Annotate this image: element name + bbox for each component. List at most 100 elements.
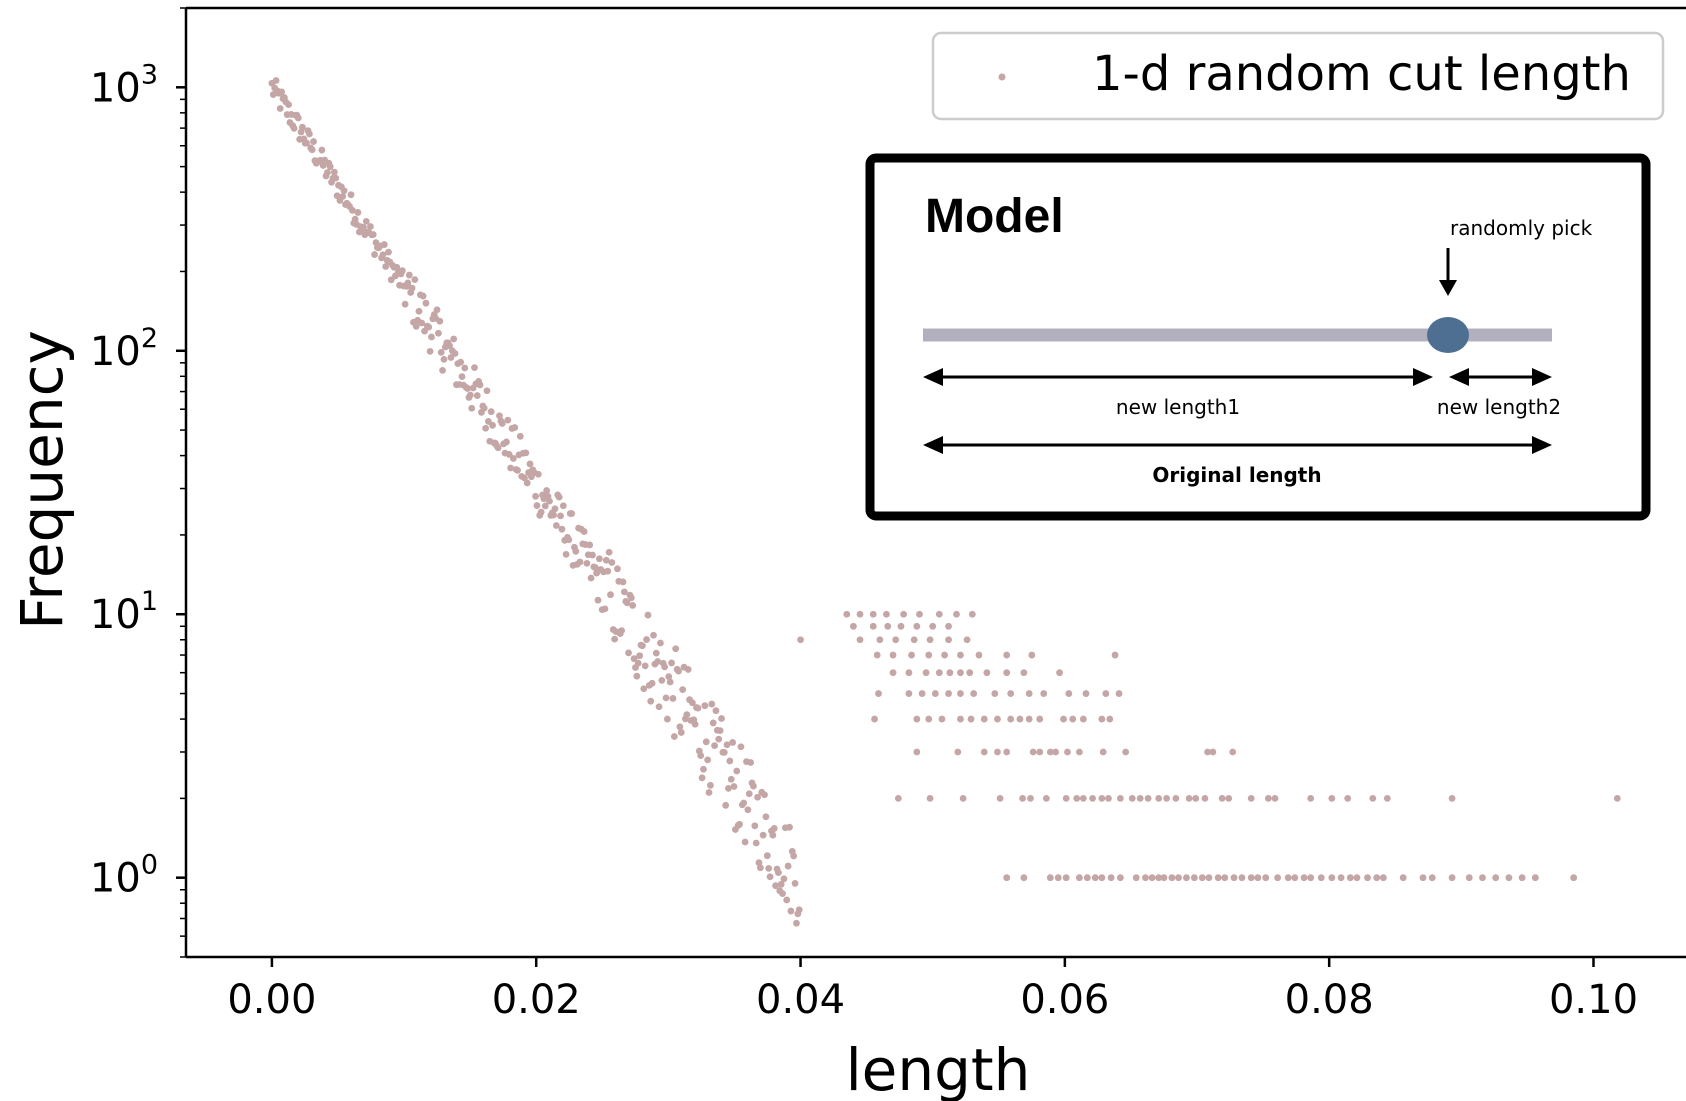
data-point <box>559 502 567 510</box>
data-point <box>945 622 952 630</box>
data-point <box>625 649 632 657</box>
data-point <box>1007 690 1015 697</box>
data-point <box>543 487 551 494</box>
data-point <box>568 510 576 517</box>
data-point <box>494 444 502 452</box>
data-point <box>925 651 933 659</box>
data-point <box>1428 874 1436 882</box>
data-point <box>675 667 682 675</box>
data-point <box>672 645 680 653</box>
data-point <box>272 77 280 84</box>
data-point <box>883 610 890 618</box>
y-tick-base: 10 <box>90 65 141 111</box>
data-point <box>1346 874 1354 882</box>
data-point <box>654 658 662 665</box>
data-point <box>953 610 960 618</box>
data-point <box>850 622 857 630</box>
data-point <box>630 655 638 663</box>
data-point <box>516 432 524 440</box>
data-point <box>526 460 534 468</box>
data-point <box>929 622 937 630</box>
data-point <box>718 715 725 722</box>
data-point <box>1344 794 1352 802</box>
data-point <box>1218 794 1226 802</box>
data-point <box>1353 874 1361 882</box>
data-point <box>509 455 517 462</box>
data-point <box>996 794 1004 802</box>
data-point <box>425 323 433 331</box>
data-point <box>1144 794 1152 802</box>
data-point <box>1254 874 1262 882</box>
data-point <box>1075 748 1083 756</box>
x-tick-label: 0.02 <box>492 977 581 1023</box>
x-ticks: 0.00 0.02 0.04 0.06 0.08 0.10 <box>227 957 1638 1023</box>
data-point <box>910 636 918 644</box>
data-point <box>422 299 430 307</box>
data-point <box>747 759 755 766</box>
data-point <box>662 694 670 702</box>
data-point <box>793 919 800 927</box>
data-point <box>708 700 716 708</box>
data-point <box>380 241 388 248</box>
data-point <box>1098 715 1106 723</box>
data-point <box>511 424 519 431</box>
data-point <box>1479 874 1486 882</box>
data-point <box>278 88 286 96</box>
data-point <box>1613 794 1621 802</box>
data-point <box>1328 794 1336 802</box>
data-point <box>1399 874 1407 882</box>
y-tick-base: 10 <box>90 856 141 902</box>
data-point <box>1136 794 1144 802</box>
data-point <box>946 669 954 677</box>
data-point <box>647 697 655 705</box>
data-point <box>957 669 964 677</box>
y-tick-base: 10 <box>90 329 141 375</box>
legend: 1-d random cut length <box>931 31 1665 121</box>
data-point <box>750 782 757 790</box>
data-point <box>1028 651 1036 659</box>
data-point <box>1020 669 1028 677</box>
data-point <box>715 735 723 743</box>
data-point <box>938 715 946 723</box>
data-point <box>419 292 427 300</box>
data-point <box>709 719 717 727</box>
y-tick-exponent: 1 <box>141 586 158 617</box>
data-point <box>451 350 459 357</box>
data-point <box>1029 748 1037 756</box>
data-point <box>1175 874 1182 882</box>
data-point <box>954 748 962 756</box>
data-point <box>398 267 406 275</box>
data-point <box>514 466 521 474</box>
data-point <box>1262 874 1270 882</box>
data-point <box>489 421 496 429</box>
pick-label: randomly pick <box>1450 216 1593 240</box>
data-point <box>875 690 882 697</box>
x-axis-label: length <box>846 1036 1031 1101</box>
data-point <box>1128 794 1136 802</box>
data-point <box>994 748 1001 756</box>
data-point <box>1003 748 1011 756</box>
data-point <box>1056 669 1063 677</box>
data-point <box>1083 874 1091 882</box>
data-point <box>1163 794 1171 802</box>
inset-title: Model <box>925 190 1064 243</box>
x-tick-label: 0.06 <box>1020 977 1109 1023</box>
data-point <box>889 651 897 659</box>
data-point <box>650 631 657 639</box>
data-point <box>1003 651 1011 659</box>
data-point <box>1155 794 1163 802</box>
data-point <box>786 823 793 831</box>
data-point <box>679 686 687 694</box>
data-point <box>627 594 635 602</box>
data-point <box>994 715 1001 723</box>
data-point <box>483 387 491 395</box>
data-point <box>496 412 503 420</box>
data-point <box>308 146 316 154</box>
data-point <box>736 820 743 828</box>
data-point <box>1003 669 1011 677</box>
data-point <box>471 364 478 372</box>
data-point <box>1284 874 1292 882</box>
data-point <box>1025 715 1033 723</box>
data-point <box>1274 874 1282 882</box>
